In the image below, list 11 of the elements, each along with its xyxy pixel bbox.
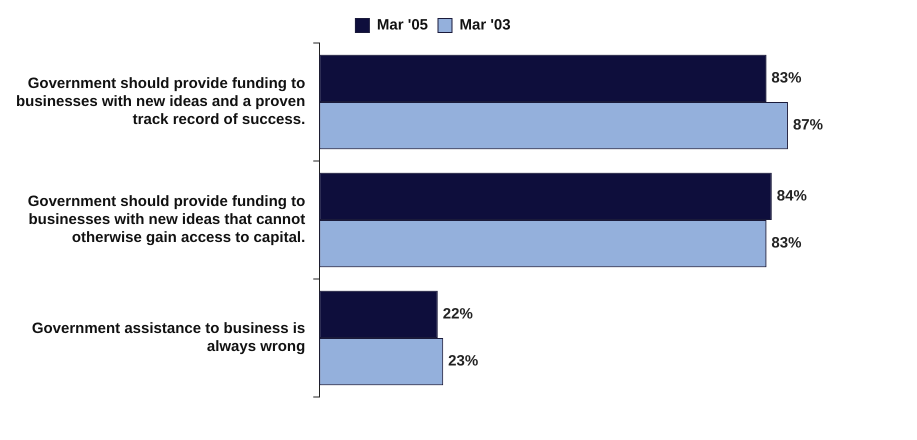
data-label: 84%: [776, 188, 807, 205]
legend-label: Mar '03: [460, 16, 511, 34]
data-label: 87%: [792, 116, 823, 134]
data-label: 23%: [448, 352, 478, 370]
data-label: 83%: [771, 234, 802, 252]
y-tick-label: Government assistance to business is always wrong: [32, 320, 306, 356]
data-label: 83%: [771, 70, 802, 87]
y-tick-label: Government should provide funding to businesses with new ideas that cannot otherwise gain access to capital.: [28, 193, 306, 246]
data-label: 22%: [442, 306, 473, 323]
y-tick-label: Government should provide funding to businesses with new ideas and a proven track record of success.: [16, 75, 306, 128]
legend-label: Mar '05: [376, 16, 428, 34]
